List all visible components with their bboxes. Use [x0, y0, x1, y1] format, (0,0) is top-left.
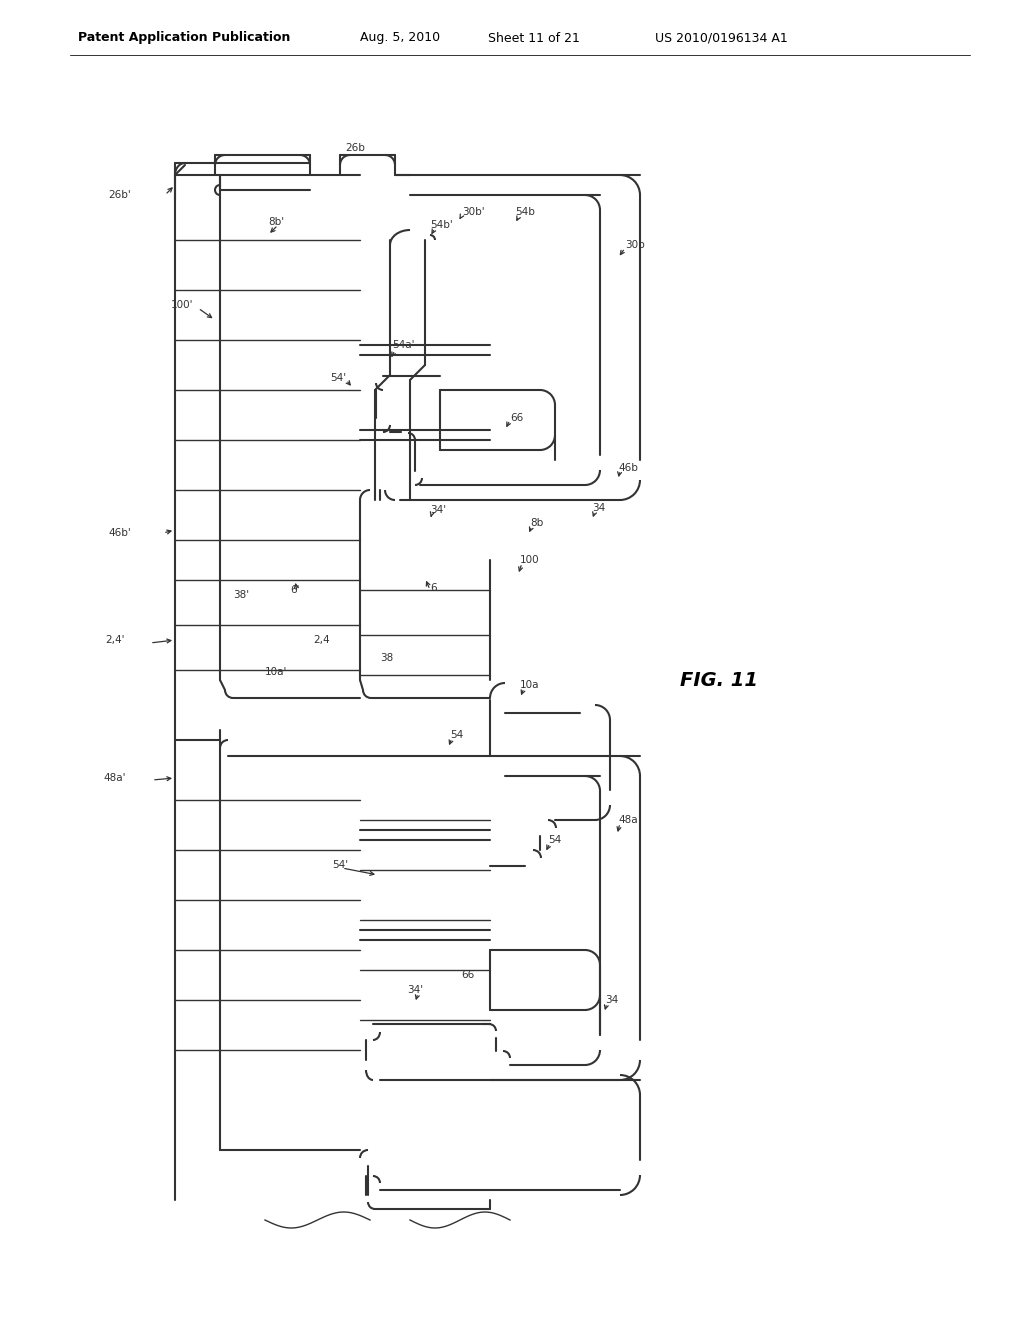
Text: 2,4: 2,4	[313, 635, 330, 645]
Text: 26b': 26b'	[109, 190, 131, 201]
Text: 54: 54	[548, 836, 561, 845]
Text: US 2010/0196134 A1: US 2010/0196134 A1	[655, 32, 787, 45]
Text: 54': 54'	[330, 374, 346, 383]
Text: 66: 66	[510, 413, 523, 422]
Text: 34': 34'	[430, 506, 446, 515]
Text: 34: 34	[605, 995, 618, 1005]
Text: 38': 38'	[233, 590, 249, 601]
Text: 26b: 26b	[345, 143, 365, 153]
Text: 54': 54'	[332, 861, 348, 870]
Text: 54b: 54b	[515, 207, 535, 216]
Text: 54b': 54b'	[430, 220, 453, 230]
Text: 66: 66	[462, 970, 475, 979]
Text: 30b': 30b'	[462, 207, 484, 216]
Text: 8b: 8b	[530, 517, 544, 528]
Text: 54a': 54a'	[392, 341, 415, 350]
Text: 34': 34'	[407, 985, 423, 995]
Text: 100: 100	[520, 554, 540, 565]
Text: 46b: 46b	[618, 463, 638, 473]
Text: Patent Application Publication: Patent Application Publication	[78, 32, 291, 45]
Text: 48a': 48a'	[103, 774, 126, 783]
Text: 46b': 46b'	[109, 528, 131, 539]
Text: 10a': 10a'	[265, 667, 288, 677]
Text: 54: 54	[450, 730, 463, 741]
Text: 48a: 48a	[618, 814, 638, 825]
Text: 8b': 8b'	[268, 216, 284, 227]
Text: 6: 6	[430, 583, 436, 593]
Text: 6': 6'	[290, 585, 299, 595]
Text: Sheet 11 of 21: Sheet 11 of 21	[488, 32, 580, 45]
Text: 34: 34	[592, 503, 605, 513]
Text: 30b: 30b	[625, 240, 645, 249]
Text: 10a: 10a	[520, 680, 540, 690]
Text: Aug. 5, 2010: Aug. 5, 2010	[360, 32, 440, 45]
Text: FIG. 11: FIG. 11	[680, 671, 758, 689]
Text: 38: 38	[380, 653, 393, 663]
Text: 100': 100'	[171, 300, 193, 310]
Text: 2,4': 2,4'	[105, 635, 125, 645]
